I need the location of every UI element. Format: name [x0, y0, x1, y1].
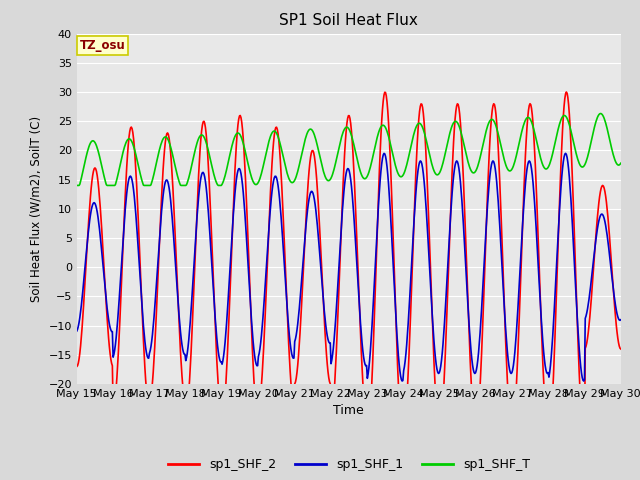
sp1_SHF_T [431, 169, 438, 175]
sp1_SHF_T [194, 138, 202, 144]
Y-axis label: Soil Heat Flux (W/m2), SoilT (C): Soil Heat Flux (W/m2), SoilT (C) [30, 116, 43, 302]
sp1_SHF_2 [223, 368, 230, 373]
sp1_SHF_2 [431, 375, 438, 381]
Line: sp1_SHF_2: sp1_SHF_2 [77, 92, 621, 443]
sp1_SHF_2 [139, 320, 147, 326]
sp1_SHF_T [596, 111, 604, 117]
sp1_SHF_1 [83, 246, 90, 252]
sp1_SHF_T [73, 182, 81, 188]
sp1_SHF_1 [415, 163, 422, 168]
sp1_SHF_T [223, 167, 230, 172]
sp1_SHF_1 [431, 347, 438, 353]
sp1_SHF_1 [223, 320, 230, 326]
sp1_SHF_T [617, 160, 625, 166]
sp1_SHF_2 [73, 364, 81, 370]
sp1_SHF_1 [562, 150, 570, 156]
sp1_SHF_1 [139, 312, 147, 318]
Legend: sp1_SHF_2, sp1_SHF_1, sp1_SHF_T: sp1_SHF_2, sp1_SHF_1, sp1_SHF_T [163, 453, 535, 476]
sp1_SHF_2 [580, 440, 588, 445]
sp1_SHF_2 [617, 346, 625, 352]
sp1_SHF_2 [563, 89, 570, 95]
sp1_SHF_2 [194, 188, 202, 193]
sp1_SHF_T [83, 152, 90, 157]
Text: TZ_osu: TZ_osu [79, 39, 125, 52]
sp1_SHF_1 [580, 378, 588, 384]
Line: sp1_SHF_1: sp1_SHF_1 [77, 153, 621, 381]
sp1_SHF_1 [194, 203, 202, 209]
X-axis label: Time: Time [333, 405, 364, 418]
sp1_SHF_2 [83, 251, 90, 257]
Line: sp1_SHF_T: sp1_SHF_T [77, 114, 621, 185]
sp1_SHF_2 [415, 117, 422, 122]
sp1_SHF_1 [73, 328, 81, 334]
sp1_SHF_T [415, 120, 422, 126]
sp1_SHF_T [139, 180, 147, 186]
Title: SP1 Soil Heat Flux: SP1 Soil Heat Flux [280, 13, 418, 28]
sp1_SHF_1 [617, 317, 625, 323]
